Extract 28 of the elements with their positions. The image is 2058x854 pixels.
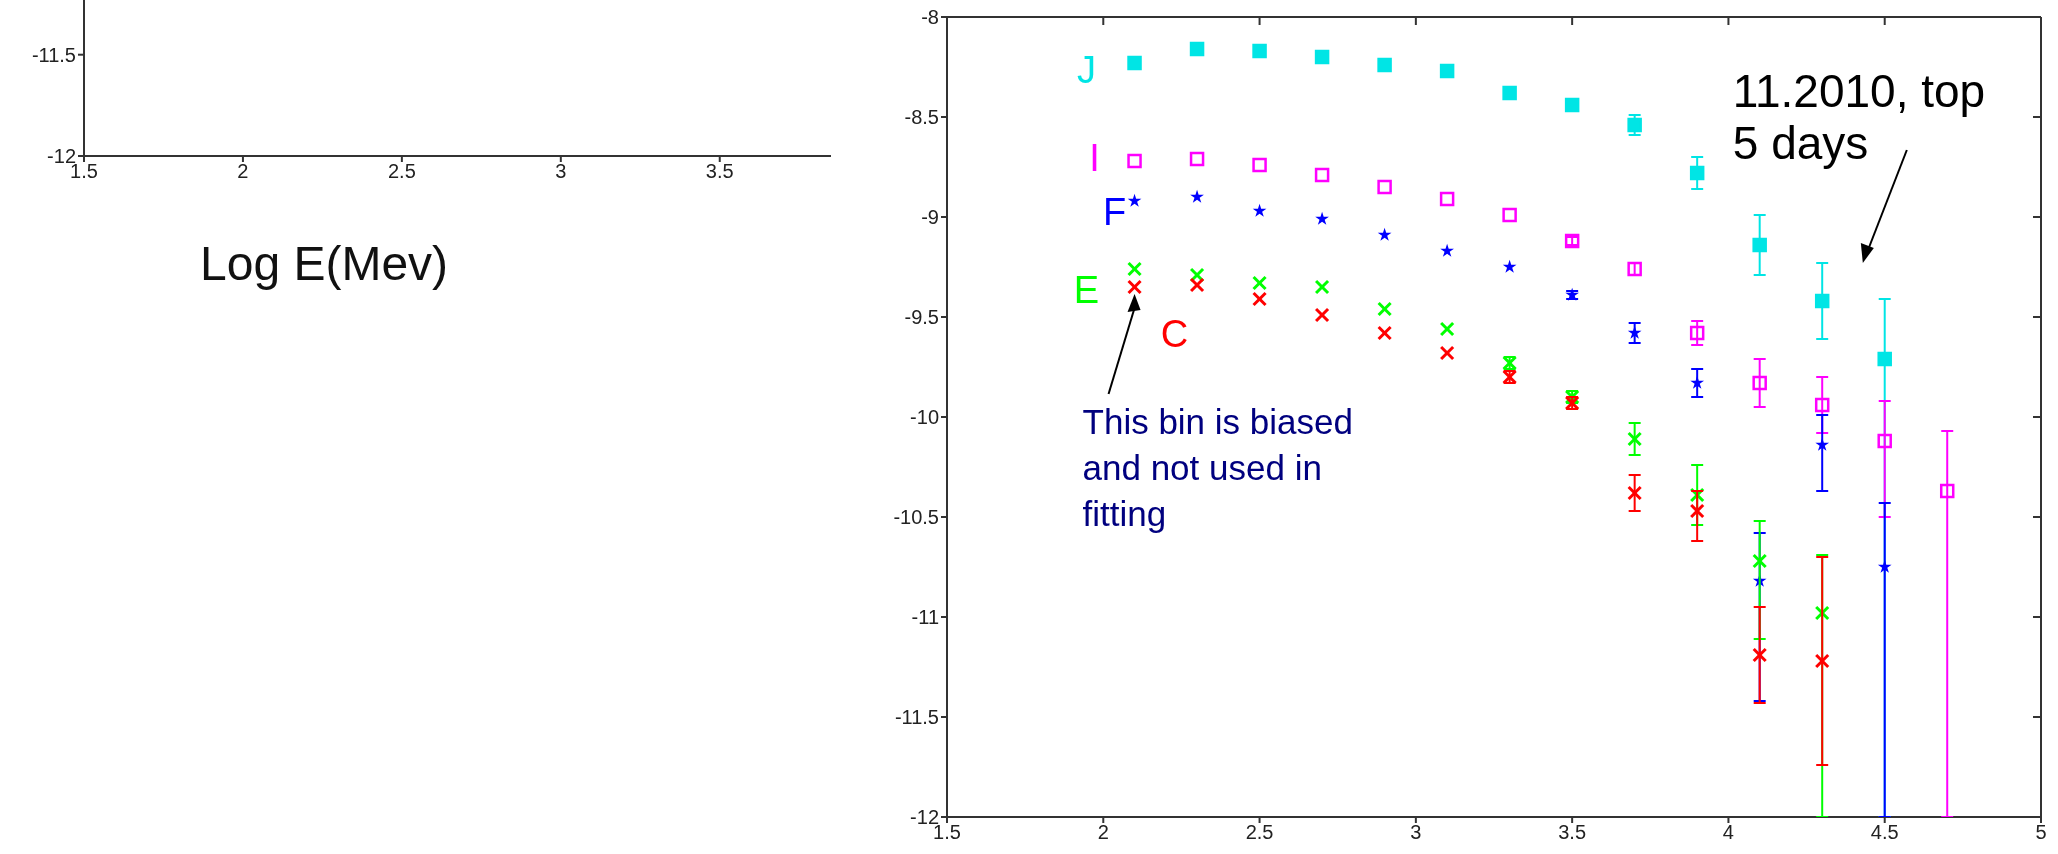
- x-tick-label: 3: [555, 160, 567, 183]
- x-tick-label: 2.5: [387, 160, 416, 183]
- x-tick-label: 3.5: [1558, 821, 1587, 844]
- y-tick-label: -8: [921, 6, 939, 29]
- x-tick-label: 2: [1097, 821, 1109, 844]
- y-tick-label: -11: [911, 606, 939, 629]
- y-tick-label: -9: [921, 206, 939, 229]
- y-tick-label: -10: [910, 406, 939, 429]
- y-tick-label: -8.5: [904, 106, 939, 129]
- y-tick-label: -11.5: [894, 706, 939, 729]
- series-label: E: [1073, 269, 1100, 311]
- series-label: F: [1102, 191, 1127, 233]
- y-tick-label: -9.5: [904, 306, 939, 329]
- x-tick-label: 3.5: [705, 160, 734, 183]
- x-tick-label: 4: [1722, 821, 1734, 844]
- y-tick-label: -11.5: [31, 43, 76, 66]
- x-tick-label: 3: [1410, 821, 1422, 844]
- x-tick-label: 2.5: [1245, 821, 1274, 844]
- series-label: I: [1089, 137, 1100, 179]
- series-label: J: [1077, 49, 1097, 91]
- x-tick-label: 4.5: [1870, 821, 1899, 844]
- series-label: C: [1160, 313, 1189, 355]
- x-tick-label: 5: [2035, 821, 2047, 844]
- x-axis-title: Log E(Mev): [200, 236, 449, 291]
- x-tick-label: 2: [237, 160, 249, 183]
- y-tick-label: -10.5: [893, 506, 939, 529]
- annotation: 11.2010, top 5 days: [1732, 65, 1987, 169]
- annotation: This bin is biased and not used in fitting: [1082, 401, 1354, 535]
